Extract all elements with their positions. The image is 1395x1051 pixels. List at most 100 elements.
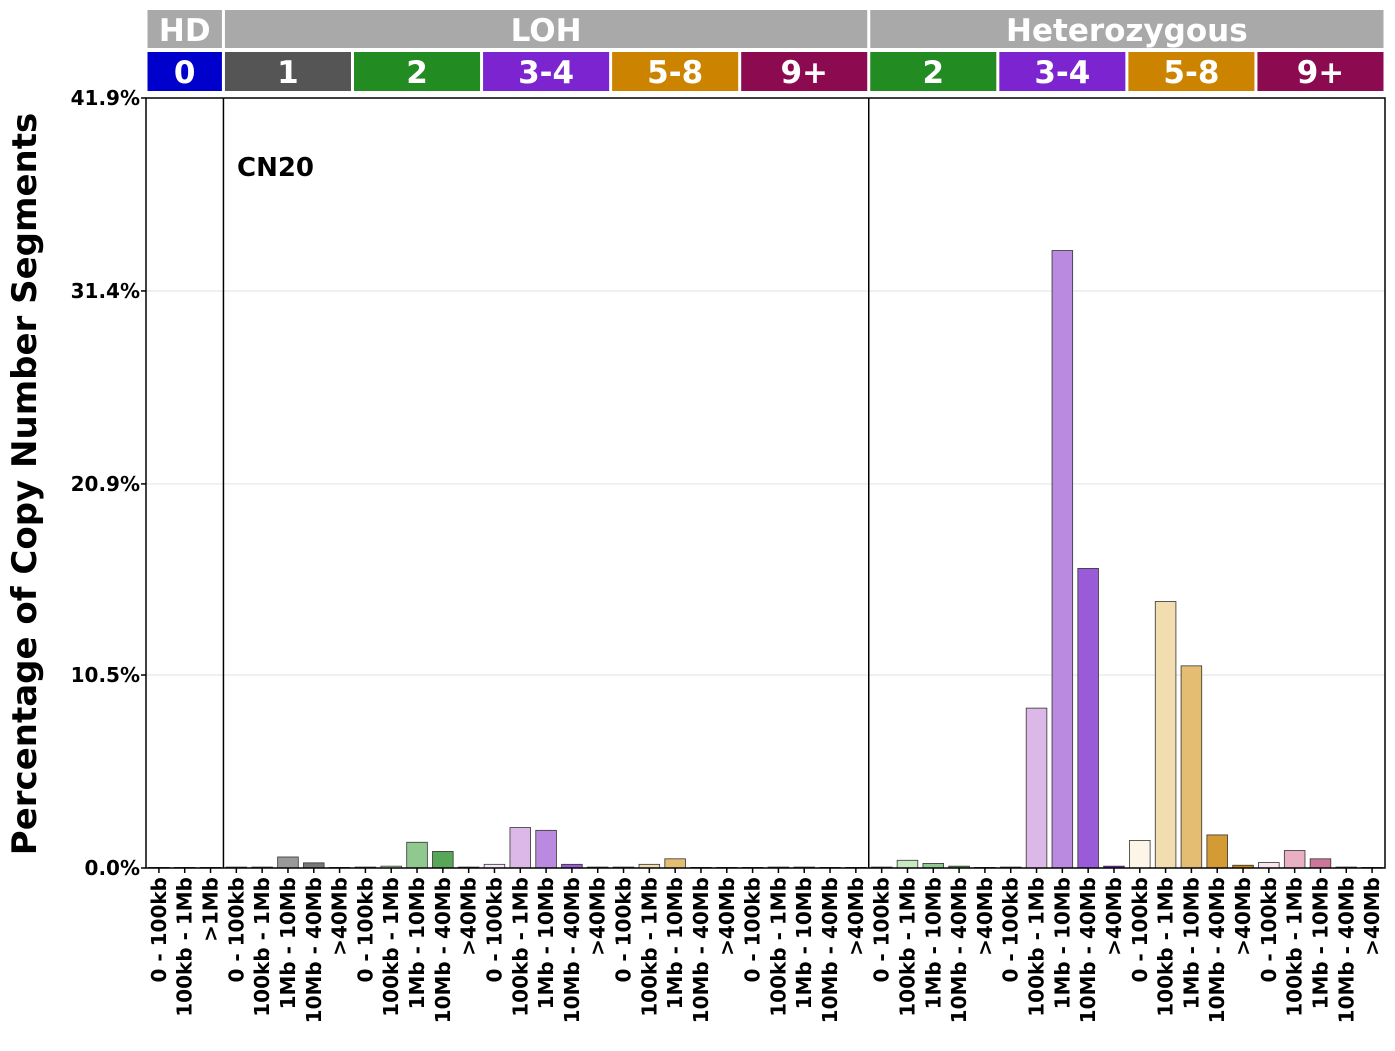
bar xyxy=(1025,707,1048,869)
cn-group-label: 5-8 xyxy=(647,55,703,91)
y-tick-label: 20.9% xyxy=(71,472,140,496)
x-tick-label: 1Mb - 10Mb xyxy=(1050,877,1074,1009)
x-tick-label: 100kb - 1Mb xyxy=(379,877,403,1017)
cn-group-header xyxy=(1128,52,1255,91)
bar xyxy=(303,862,325,869)
bar xyxy=(1309,858,1332,869)
y-tick-label: 41.9% xyxy=(71,86,140,110)
x-tick-label: >40Mb xyxy=(973,877,997,956)
bar xyxy=(664,858,686,869)
top-group-header xyxy=(147,10,222,48)
x-tick-label: 100kb - 1Mb xyxy=(508,877,532,1017)
x-tick-label: 1Mb - 10Mb xyxy=(921,877,945,1009)
y-axis-label: Percentage of Copy Number Segments xyxy=(5,113,45,855)
x-tick-label: 10Mb - 40Mb xyxy=(689,877,713,1023)
bar xyxy=(509,827,532,869)
cn-group-header xyxy=(870,52,997,91)
cn-group-label: 5-8 xyxy=(1163,55,1219,91)
cn-group-label: 9+ xyxy=(1297,55,1345,91)
bar xyxy=(406,841,428,869)
cn-group-header xyxy=(483,52,610,91)
x-tick-label: 10Mb - 40Mb xyxy=(431,877,455,1023)
cn-group-header xyxy=(741,52,868,91)
x-tick-label: 0 - 100kb xyxy=(353,877,377,983)
x-tick-label: 0 - 100kb xyxy=(870,877,894,983)
bar xyxy=(896,859,919,869)
x-tick-label: 0 - 100kb xyxy=(482,877,506,983)
bar xyxy=(1077,568,1099,869)
plot-border xyxy=(145,97,1386,869)
bar xyxy=(1206,834,1228,869)
bar xyxy=(535,829,557,869)
x-tick-label: 1Mb - 10Mb xyxy=(792,877,816,1009)
cn-group-header xyxy=(999,52,1126,91)
x-tick-label: >40Mb xyxy=(457,877,481,956)
bar xyxy=(1129,840,1151,869)
x-tick-label: 0 - 100kb xyxy=(999,877,1023,983)
cn-group-header xyxy=(1257,52,1384,91)
x-tick-label: 1Mb - 10Mb xyxy=(405,877,429,1009)
bar xyxy=(432,851,454,869)
cn-group-header xyxy=(612,52,739,91)
x-tick-label: 100kb - 1Mb xyxy=(766,877,790,1017)
bar xyxy=(1154,601,1177,869)
x-tick-label: 0 - 100kb xyxy=(741,877,765,983)
bar xyxy=(1180,665,1203,869)
x-tick-label: >1Mb xyxy=(199,877,223,942)
bar xyxy=(1051,250,1074,869)
x-tick-label: 0 - 100kb xyxy=(612,877,636,983)
x-tick-label: >40Mb xyxy=(715,877,739,956)
cn-group-label: 2 xyxy=(406,55,428,91)
x-tick-label: >40Mb xyxy=(586,877,610,956)
x-tick-label: 10Mb - 40Mb xyxy=(1334,877,1358,1023)
annotation-label: CN20 xyxy=(237,153,314,183)
top-group-label: LOH xyxy=(511,13,582,49)
x-tick-label: 10Mb - 40Mb xyxy=(560,877,584,1023)
x-tick-label: 1Mb - 10Mb xyxy=(1179,877,1203,1009)
plot-frame xyxy=(145,97,1386,869)
top-group-label: Heterozygous xyxy=(1006,13,1248,49)
x-tick-label: 0 - 100kb xyxy=(1257,877,1281,983)
x-tick-label: 100kb - 1Mb xyxy=(637,877,661,1017)
x-tick-label: 10Mb - 40Mb xyxy=(1076,877,1100,1023)
x-tick-label: >40Mb xyxy=(1102,877,1126,956)
bars xyxy=(148,250,1383,869)
top-group-header xyxy=(224,10,868,48)
x-tick-label: 10Mb - 40Mb xyxy=(818,877,842,1023)
cn-group-label: 1 xyxy=(277,55,299,91)
x-tick-label: >40Mb xyxy=(844,877,868,956)
bar xyxy=(1258,862,1280,869)
bar xyxy=(277,856,299,869)
x-tick-label: 1Mb - 10Mb xyxy=(1308,877,1332,1009)
x-tick-label: 100kb - 1Mb xyxy=(173,877,197,1017)
cn-group-label: 2 xyxy=(922,55,944,91)
bar xyxy=(1283,850,1306,869)
x-tick-label: 100kb - 1Mb xyxy=(1154,877,1178,1017)
x-tick-label: 1Mb - 10Mb xyxy=(534,877,558,1009)
facet-headers: HD LOH Heterozygous 0 1 2 3-4 5-8 9+ 2 3-4 5-8 9+ xyxy=(147,10,1384,91)
top-group-header xyxy=(870,10,1384,48)
x-tick-label: 100kb - 1Mb xyxy=(895,877,919,1017)
x-tick-label: 0 - 100kb xyxy=(224,877,248,983)
cn-group-header xyxy=(354,52,481,91)
y-tick-label: 31.4% xyxy=(71,279,140,303)
x-tick-label: 1Mb - 10Mb xyxy=(276,877,300,1009)
cn-group-label: 3-4 xyxy=(1034,55,1090,91)
cn-group-header xyxy=(147,52,222,91)
cn-group-label: 9+ xyxy=(780,55,828,91)
x-tick-label: 100kb - 1Mb xyxy=(1283,877,1307,1017)
y-tick-label: 10.5% xyxy=(71,663,140,687)
x-tick-label: 0 - 100kb xyxy=(1128,877,1152,983)
y-axis: 0.0% 10.5% 20.9% 31.4% 41.9% xyxy=(71,86,146,880)
cn-group-label: 3-4 xyxy=(518,55,574,91)
x-tick-label: >40Mb xyxy=(328,877,352,956)
x-tick-label: >40Mb xyxy=(1360,877,1384,956)
x-tick-label: 10Mb - 40Mb xyxy=(1205,877,1229,1023)
x-tick-label: 1Mb - 10Mb xyxy=(663,877,687,1009)
x-tick-label: 100kb - 1Mb xyxy=(250,877,274,1017)
x-tick-label: 100kb - 1Mb xyxy=(1025,877,1049,1017)
x-tick-label: >40Mb xyxy=(1231,877,1255,956)
x-axis: 0 - 100kb 100kb - 1Mb >1Mb 0 - 100kb 100kb -… xyxy=(147,868,1384,1023)
top-group-label: HD xyxy=(159,13,211,49)
